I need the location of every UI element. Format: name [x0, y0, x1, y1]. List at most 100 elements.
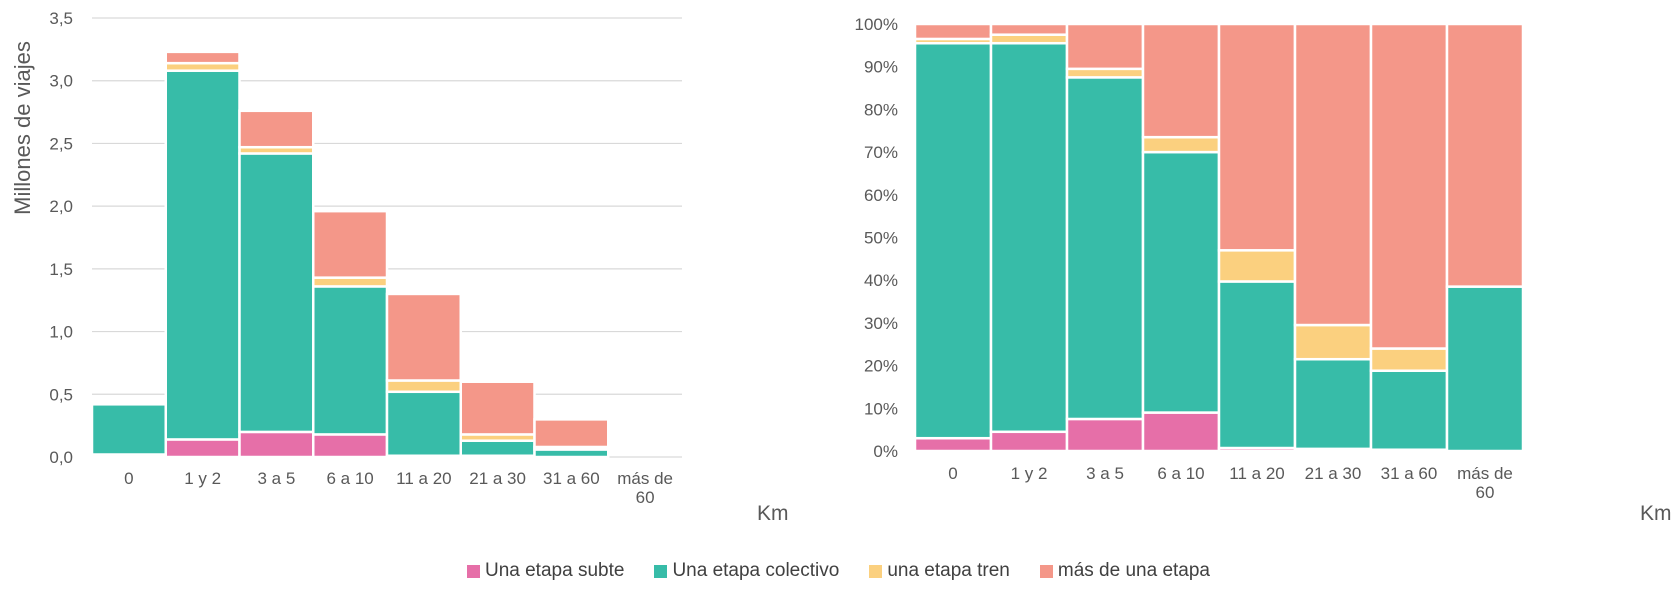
bar-segment-tren [385, 379, 462, 394]
x-tick-label: 6 a 10 [1157, 464, 1204, 483]
legend: Una etapa subte Una etapa colectivo una … [0, 556, 1677, 586]
y-tick-label: 30% [864, 314, 898, 333]
bar-segment-colectivo [989, 41, 1069, 434]
x-tick-label-line: más de [1457, 464, 1513, 483]
x-tick-label-line: 31 a 60 [1381, 464, 1438, 483]
x-tick-label: 0 [124, 469, 133, 488]
x-tick-label: 1 y 2 [1011, 464, 1048, 483]
bar-segment-colectivo [90, 403, 167, 456]
x-tick-label: 3 a 5 [257, 469, 295, 488]
y-tick-label: 60% [864, 186, 898, 205]
x-tick-label: 3 a 5 [1086, 464, 1124, 483]
bar-segment-tren [1293, 323, 1373, 361]
x-tick-label-line: 11 a 20 [396, 469, 451, 488]
bar-segment-tren [1217, 249, 1297, 283]
bar-segment-subte [913, 436, 993, 453]
legend-label: Una etapa subte [484, 560, 625, 581]
x-tick-label-line: 0 [948, 464, 957, 483]
bar-segment-multi [533, 418, 610, 449]
x-tick-label: 11 a 20 [396, 469, 451, 488]
x-tick-label-line: 21 a 30 [1305, 464, 1362, 483]
bar-segment-colectivo [913, 41, 993, 440]
legend-item-subte: Una etapa subte [466, 560, 625, 582]
x-tick-label: 21 a 30 [469, 469, 526, 488]
bar-segment-colectivo [459, 439, 536, 457]
y-tick-label: 80% [864, 100, 898, 119]
legend-item-colectivo: Una etapa colectivo [654, 560, 839, 582]
x-tick-label: más de 60 [617, 469, 673, 507]
bar-segment-colectivo [1217, 280, 1297, 450]
x-tick-label: 11 a 20 [1229, 464, 1284, 483]
bar-segment-multi [459, 380, 536, 436]
chart-trips-by-distance: Millones de viajes Km 0,0 0,5 1,0 1,5 2,0 2,5… [10, 9, 789, 525]
y-tick-label: 2,5 [49, 134, 73, 153]
x-tick-label-line: 21 a 30 [469, 469, 526, 488]
bar-segment-subte [1065, 417, 1145, 453]
x-tick-label: 6 a 10 [326, 469, 373, 488]
y-tick-label: 90% [864, 58, 898, 77]
legend-label: una etapa tren [887, 560, 1010, 581]
bar-segment-tren [1065, 67, 1145, 79]
legend-swatch [466, 564, 480, 578]
bar-segment-multi [989, 22, 1069, 36]
legend-item-tren: una etapa tren [869, 560, 1010, 582]
bar-segment-colectivo [1141, 150, 1221, 414]
bar-segment-tren [1369, 347, 1449, 372]
legend-label: más de una etapa [1057, 560, 1210, 581]
bar-segment-colectivo [1369, 369, 1449, 451]
y-tick-label: 10% [864, 399, 898, 418]
x-tick-label-line: 11 a 20 [1229, 464, 1284, 483]
y-tick-label: 2,0 [49, 197, 73, 216]
legend-swatch [654, 564, 668, 578]
bar-segment-tren [989, 33, 1069, 45]
x-tick-label: 31 a 60 [1381, 464, 1438, 483]
bar-segment-subte [989, 430, 1069, 453]
y-tick-label: 20% [864, 357, 898, 376]
bar-segment-colectivo [312, 285, 389, 436]
bar-segment-colectivo [238, 152, 315, 434]
bar-segment-subte [164, 438, 241, 459]
y-tick-label: 0,0 [49, 448, 73, 467]
x-tick-label-line: 3 a 5 [1086, 464, 1124, 483]
x-tick-label-line: 31 a 60 [543, 469, 600, 488]
bar-segment-multi [385, 292, 462, 382]
x-tick-label-line: 6 a 10 [1157, 464, 1204, 483]
x-tick-label: más de 60 [1457, 464, 1513, 502]
bar-segment-multi [312, 209, 389, 279]
bar-segment-subte [1141, 411, 1221, 453]
chart-share-by-distance: Km 0% 10% 20% 30% 40% 50% 60% 70% 80% 90% 100% 0 1 y… [855, 15, 1672, 525]
bar-segment-multi [164, 50, 241, 65]
bar-segment-colectivo [1065, 76, 1145, 421]
x-tick-label-line: 6 a 10 [326, 469, 373, 488]
bar-segment-multi [913, 22, 993, 41]
x-tick-label-line: 1 y 2 [1011, 464, 1048, 483]
bar-segment-multi [1445, 22, 1525, 288]
bar-segment-multi [238, 109, 315, 149]
x-tick-label-line: 60 [636, 488, 655, 507]
legend-item-multi: más de una etapa [1039, 560, 1210, 582]
bar-segment-multi [1065, 22, 1145, 71]
x-tick-label: 31 a 60 [543, 469, 600, 488]
bar-segment-subte [238, 430, 315, 459]
legend-label: Una etapa colectivo [672, 560, 840, 581]
y-tick-label: 40% [864, 271, 898, 290]
legend-swatch [869, 564, 883, 578]
bar-segment-colectivo [164, 69, 241, 441]
bar-segment-multi [1369, 22, 1449, 350]
bar-segment-colectivo [385, 390, 462, 457]
y-tick-label: 0,5 [49, 385, 73, 404]
x-tick-label: 1 y 2 [184, 469, 221, 488]
bar-segment-subte [312, 433, 389, 459]
x-tick-label-line: 3 a 5 [257, 469, 295, 488]
y-tick-label: 50% [864, 229, 898, 248]
bar-segment-tren [1141, 135, 1221, 154]
x-tick-label-line: 1 y 2 [184, 469, 221, 488]
y-tick-label: 100% [855, 15, 898, 34]
bar-segment-multi [1293, 22, 1373, 327]
y-tick-label: 1,5 [49, 260, 73, 279]
bar-segment-colectivo [1293, 357, 1373, 451]
y-axis-label: Millones de viajes [10, 41, 35, 215]
x-tick-label: 0 [948, 464, 957, 483]
bar-segment-colectivo [1445, 285, 1525, 453]
